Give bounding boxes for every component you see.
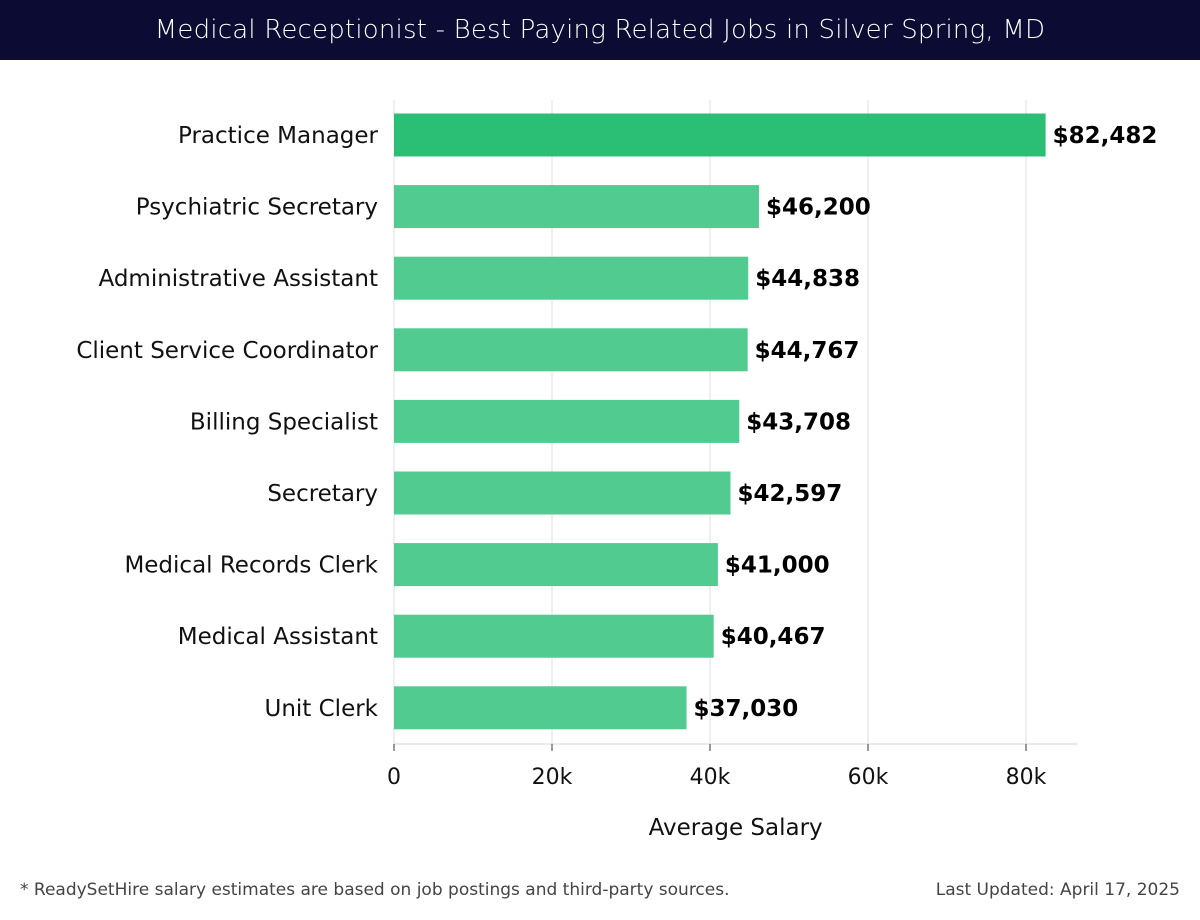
category-label: Medical Assistant [178, 624, 378, 650]
value-label: $44,767 [755, 338, 860, 364]
bar [394, 686, 687, 730]
x-tick-label: 40k [690, 765, 731, 790]
title-bar: Medical Receptionist - Best Paying Relat… [0, 0, 1200, 60]
category-label: Billing Specialist [190, 409, 378, 435]
value-label: $37,030 [694, 696, 799, 722]
value-label: $82,482 [1053, 123, 1158, 149]
x-axis-title: Average Salary [649, 815, 823, 841]
value-label: $41,000 [725, 553, 830, 579]
category-label: Unit Clerk [264, 696, 378, 722]
value-label: $42,597 [738, 481, 843, 507]
value-label: $40,467 [721, 624, 826, 650]
category-label: Client Service Coordinator [76, 338, 378, 364]
last-updated: Last Updated: April 17, 2025 [935, 880, 1180, 900]
x-tick-label: 20k [532, 765, 573, 790]
x-tick-label: 80k [1006, 765, 1047, 790]
bar [394, 328, 748, 372]
bar [394, 113, 1046, 157]
category-label: Psychiatric Secretary [136, 195, 378, 221]
bar [394, 614, 714, 658]
category-label: Medical Records Clerk [124, 553, 378, 579]
bar [394, 399, 740, 443]
chart-title: Medical Receptionist - Best Paying Relat… [154, 15, 1046, 45]
bar [394, 543, 718, 587]
category-label: Practice Manager [178, 123, 379, 149]
category-label: Secretary [267, 481, 378, 507]
salary-bar-chart: 0 20k 40k 60k 80k Average Salary Practice Mana… [76, 100, 1158, 841]
bar [394, 256, 749, 300]
footer-note: * ReadySetHire salary estimates are base… [20, 880, 730, 900]
bar [394, 185, 759, 229]
value-label: $46,200 [766, 195, 871, 221]
x-tick-label: 60k [848, 765, 889, 790]
value-label: $44,838 [755, 266, 860, 292]
value-label: $43,708 [746, 409, 851, 435]
category-label: Administrative Assistant [98, 266, 378, 292]
x-tick-label: 0 [387, 765, 401, 790]
bar [394, 471, 731, 515]
